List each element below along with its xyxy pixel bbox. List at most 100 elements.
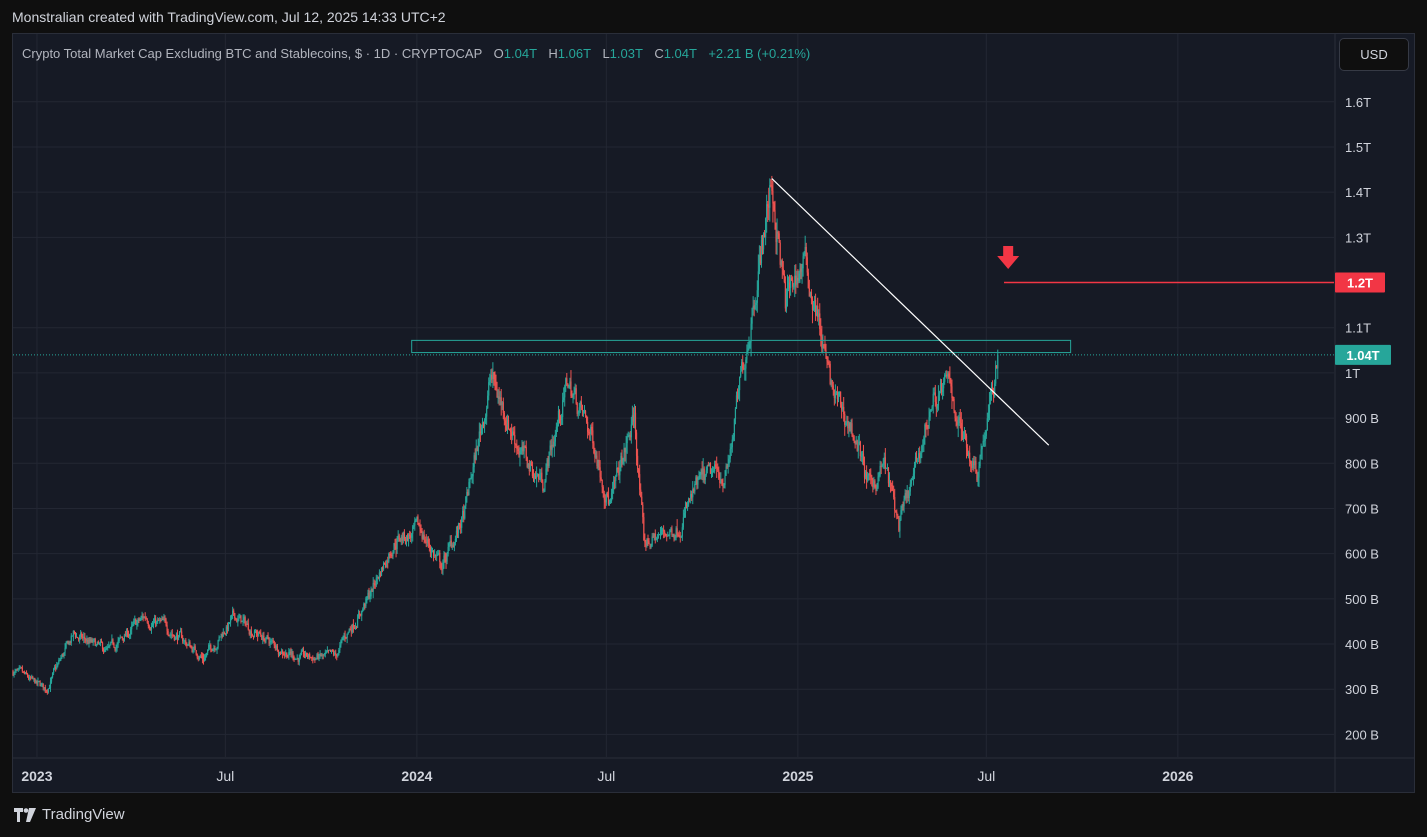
candle-body-down bbox=[825, 350, 827, 359]
candle-body-up bbox=[943, 381, 945, 389]
candle-body-up bbox=[577, 412, 579, 414]
candle-body-up bbox=[879, 466, 881, 476]
candle-body-down bbox=[742, 362, 744, 369]
candle-body-down bbox=[401, 536, 403, 541]
candle-body-up bbox=[338, 650, 340, 655]
candle-body-up bbox=[448, 543, 450, 547]
candle-body-down bbox=[703, 468, 705, 481]
candle-body-down bbox=[352, 624, 354, 628]
candle-body-up bbox=[63, 652, 65, 656]
candle-body-down bbox=[311, 657, 313, 659]
candle-body-up bbox=[125, 630, 128, 636]
candle-body-down bbox=[636, 455, 639, 470]
candle-body-up bbox=[751, 308, 753, 324]
candle-body-up bbox=[958, 417, 960, 420]
candle-body-down bbox=[214, 647, 216, 650]
candle-body-down bbox=[399, 539, 401, 542]
currency-button[interactable]: USD bbox=[1339, 38, 1409, 71]
candle-body-down bbox=[591, 426, 593, 431]
candle-body-up bbox=[343, 635, 345, 638]
candle-body-up bbox=[481, 422, 484, 428]
candle-body-down bbox=[811, 299, 814, 311]
candle-body-up bbox=[989, 391, 992, 404]
candle-body-down bbox=[665, 533, 667, 536]
candle-body-down bbox=[887, 467, 890, 484]
candle-body-up bbox=[361, 611, 363, 616]
candle-body-down bbox=[500, 397, 502, 406]
candle-body-up bbox=[382, 562, 385, 570]
candle-body-down bbox=[722, 484, 724, 487]
candle-body-up bbox=[545, 468, 547, 482]
candle-body-down bbox=[244, 617, 246, 625]
candle-body-up bbox=[285, 652, 287, 655]
candle-body-down bbox=[820, 328, 822, 337]
candle-body-up bbox=[468, 482, 470, 495]
candle-body-down bbox=[293, 656, 295, 660]
candle-body-up bbox=[780, 260, 782, 265]
candle-body-down bbox=[782, 268, 784, 275]
candle-body-down bbox=[425, 542, 427, 544]
candle-body-down bbox=[185, 640, 187, 645]
candle-body-up bbox=[354, 626, 357, 628]
candle-body-up bbox=[265, 637, 267, 642]
candle-body-up bbox=[909, 483, 911, 492]
candle-body-up bbox=[659, 533, 662, 535]
candle-body-down bbox=[364, 603, 366, 607]
candle-body-down bbox=[507, 419, 510, 429]
candle-body-down bbox=[274, 645, 276, 649]
candle-body-up bbox=[730, 447, 732, 449]
candle-body-up bbox=[527, 463, 529, 468]
price-axis: 200 B 300 B 400 B 500 B 600 B 700 B 800 B 900 B… bbox=[1345, 95, 1379, 743]
candle-body-up bbox=[987, 412, 989, 419]
candle-body-up bbox=[174, 637, 176, 640]
candle-body-down bbox=[287, 656, 289, 658]
candle-body-up bbox=[720, 479, 722, 484]
candle-body-down bbox=[276, 645, 279, 651]
candle-body-down bbox=[345, 637, 347, 639]
candle-body-up bbox=[296, 657, 298, 659]
candle-body-down bbox=[25, 672, 28, 674]
candle-body-down bbox=[676, 528, 678, 535]
candle-body-up bbox=[40, 684, 42, 687]
candle-body-up bbox=[280, 651, 283, 654]
candle-body-up bbox=[392, 552, 394, 557]
candle-body-up bbox=[95, 644, 97, 646]
candle-body-up bbox=[375, 578, 377, 586]
candle-body-up bbox=[675, 528, 677, 538]
candle-body-down bbox=[164, 618, 166, 620]
candle-body-up bbox=[169, 634, 171, 636]
price-tick-label: 900 B bbox=[1345, 411, 1379, 426]
candle-body-up bbox=[939, 383, 942, 392]
last-price-label: 1.04T bbox=[1346, 348, 1379, 363]
candle-body-up bbox=[137, 619, 139, 624]
candle-body-down bbox=[303, 654, 306, 657]
candle-body-up bbox=[937, 395, 940, 406]
candle-body-up bbox=[963, 430, 966, 438]
candle-body-up bbox=[864, 471, 867, 478]
chart-panel[interactable] bbox=[12, 33, 1415, 793]
candle-body-up bbox=[326, 650, 328, 652]
candle-body-up bbox=[855, 440, 857, 445]
candle-body-up bbox=[692, 489, 694, 498]
candle-body-down bbox=[513, 431, 515, 435]
candle-body-up bbox=[619, 465, 621, 476]
candle-body-down bbox=[45, 690, 47, 692]
candle-body-down bbox=[959, 417, 961, 424]
candle-body-up bbox=[758, 255, 760, 272]
candle-body-down bbox=[491, 374, 493, 380]
candle-body-down bbox=[866, 471, 868, 481]
candle-body-up bbox=[995, 365, 997, 384]
candle-body-down bbox=[260, 633, 262, 636]
candle-body-down bbox=[955, 417, 957, 422]
candle-body-down bbox=[777, 231, 779, 234]
candle-body-down bbox=[504, 420, 506, 425]
candle-body-up bbox=[319, 654, 321, 656]
candle-body-up bbox=[977, 477, 979, 481]
candle-body-down bbox=[113, 643, 115, 648]
candle-body-up bbox=[175, 634, 178, 638]
candle-body-up bbox=[225, 626, 228, 635]
candle-body-down bbox=[831, 380, 833, 386]
candle-body-down bbox=[701, 469, 703, 475]
candle-body-up bbox=[997, 354, 999, 369]
